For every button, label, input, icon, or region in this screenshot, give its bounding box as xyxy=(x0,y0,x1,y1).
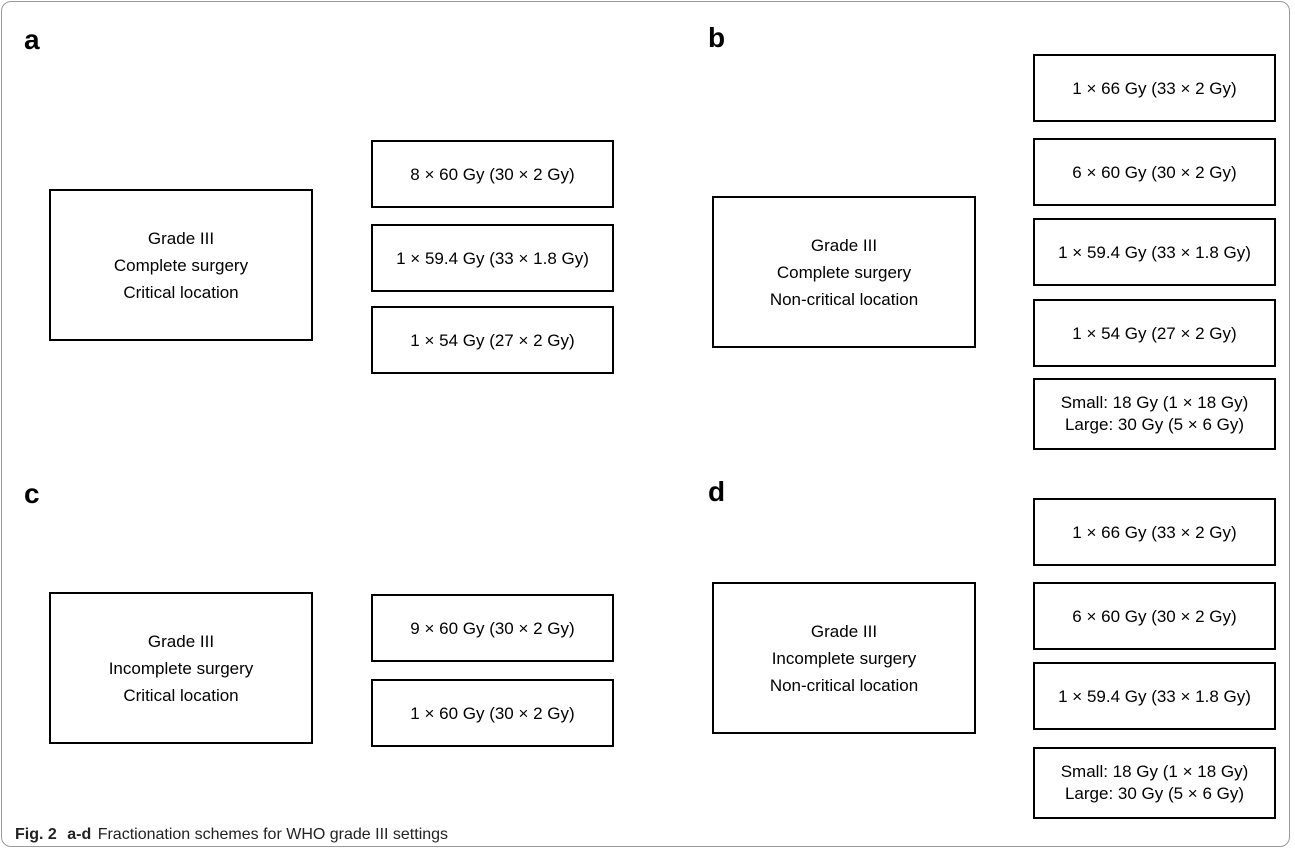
panel-a-condition-box: Grade III Complete surgery Critical loca… xyxy=(49,189,313,341)
option-text: 1 × 59.4 Gy (33 × 1.8 Gy) xyxy=(396,248,589,268)
panel-a-option-box: 1 × 54 Gy (27 × 2 Gy) xyxy=(371,306,614,374)
option-text-small: Small: 18 Gy (1 × 18 Gy) xyxy=(1060,762,1249,781)
panel-b-condition-box: Grade III Complete surgery Non-critical … xyxy=(712,196,976,348)
panel-d-option-box: 1 × 66 Gy (33 × 2 Gy) xyxy=(1033,498,1276,566)
condition-location: Critical location xyxy=(123,685,239,705)
option-text: 1 × 59.4 Gy (33 × 1.8 Gy) xyxy=(1058,686,1251,706)
panel-b-label: b xyxy=(708,22,726,53)
panel-d-option-box: 6 × 60 Gy (30 × 2 Gy) xyxy=(1033,582,1276,650)
option-text: 1 × 54 Gy (27 × 2 Gy) xyxy=(410,330,575,350)
panel-c-condition-box: Grade III Incomplete surgery Critical lo… xyxy=(49,592,313,744)
condition-surgery: Complete surgery xyxy=(776,262,912,282)
panel-b-option-box: 1 × 66 Gy (33 × 2 Gy) xyxy=(1033,54,1276,122)
option-text: 6 × 60 Gy (30 × 2 Gy) xyxy=(1072,606,1237,626)
panel-d-label: d xyxy=(708,476,726,507)
condition-location: Critical location xyxy=(123,282,239,302)
option-text: 1 × 66 Gy (33 × 2 Gy) xyxy=(1072,78,1237,98)
panel-c-option-box: 1 × 60 Gy (30 × 2 Gy) xyxy=(371,679,614,747)
caption-text: Fractionation schemes for WHO grade III … xyxy=(97,826,449,843)
panel-c-option-box: 9 × 60 Gy (30 × 2 Gy) xyxy=(371,594,614,662)
condition-grade: Grade III xyxy=(147,228,215,248)
condition-surgery: Complete surgery xyxy=(113,255,249,275)
panel-b-option-box: 1 × 59.4 Gy (33 × 1.8 Gy) xyxy=(1033,218,1276,286)
condition-grade: Grade III xyxy=(810,235,878,255)
condition-surgery: Incomplete surgery xyxy=(108,658,254,678)
condition-location: Non-critical location xyxy=(769,675,919,695)
panel-d-option-box: 1 × 59.4 Gy (33 × 1.8 Gy) xyxy=(1033,662,1276,730)
panel-c-label: c xyxy=(24,478,40,509)
panel-b-option-box: 1 × 54 Gy (27 × 2 Gy) xyxy=(1033,299,1276,367)
caption-panel-range: a-d xyxy=(67,826,92,843)
condition-grade: Grade III xyxy=(147,631,215,651)
option-text: 9 × 60 Gy (30 × 2 Gy) xyxy=(410,618,575,638)
panel-a-label: a xyxy=(24,24,40,55)
option-text-large: Large: 30 Gy (5 × 6 Gy) xyxy=(1064,415,1245,434)
panel-b-option-box: 6 × 60 Gy (30 × 2 Gy) xyxy=(1033,138,1276,206)
option-text-large: Large: 30 Gy (5 × 6 Gy) xyxy=(1064,784,1245,803)
option-text: 1 × 60 Gy (30 × 2 Gy) xyxy=(410,703,575,723)
option-text-small: Small: 18 Gy (1 × 18 Gy) xyxy=(1060,393,1249,412)
condition-location: Non-critical location xyxy=(769,289,919,309)
option-text: 6 × 60 Gy (30 × 2 Gy) xyxy=(1072,162,1237,182)
panel-a-option-box: 8 × 60 Gy (30 × 2 Gy) xyxy=(371,140,614,208)
option-text: 1 × 66 Gy (33 × 2 Gy) xyxy=(1072,522,1237,542)
option-text: 1 × 54 Gy (27 × 2 Gy) xyxy=(1072,323,1237,343)
caption-figure-number: Fig. 2 xyxy=(15,826,57,843)
panel-b-option-box: Small: 18 Gy (1 × 18 Gy) Large: 30 Gy (5… xyxy=(1033,378,1276,450)
figure-caption: Fig. 2 a-d Fractionation schemes for WHO… xyxy=(15,825,448,845)
condition-surgery: Incomplete surgery xyxy=(771,648,917,668)
panel-d-condition-box: Grade III Incomplete surgery Non-critica… xyxy=(712,582,976,734)
panel-a-option-box: 1 × 59.4 Gy (33 × 1.8 Gy) xyxy=(371,224,614,292)
condition-grade: Grade III xyxy=(810,621,878,641)
panel-d-option-box: Small: 18 Gy (1 × 18 Gy) Large: 30 Gy (5… xyxy=(1033,747,1276,819)
option-text: 1 × 59.4 Gy (33 × 1.8 Gy) xyxy=(1058,242,1251,262)
option-text: 8 × 60 Gy (30 × 2 Gy) xyxy=(410,164,575,184)
